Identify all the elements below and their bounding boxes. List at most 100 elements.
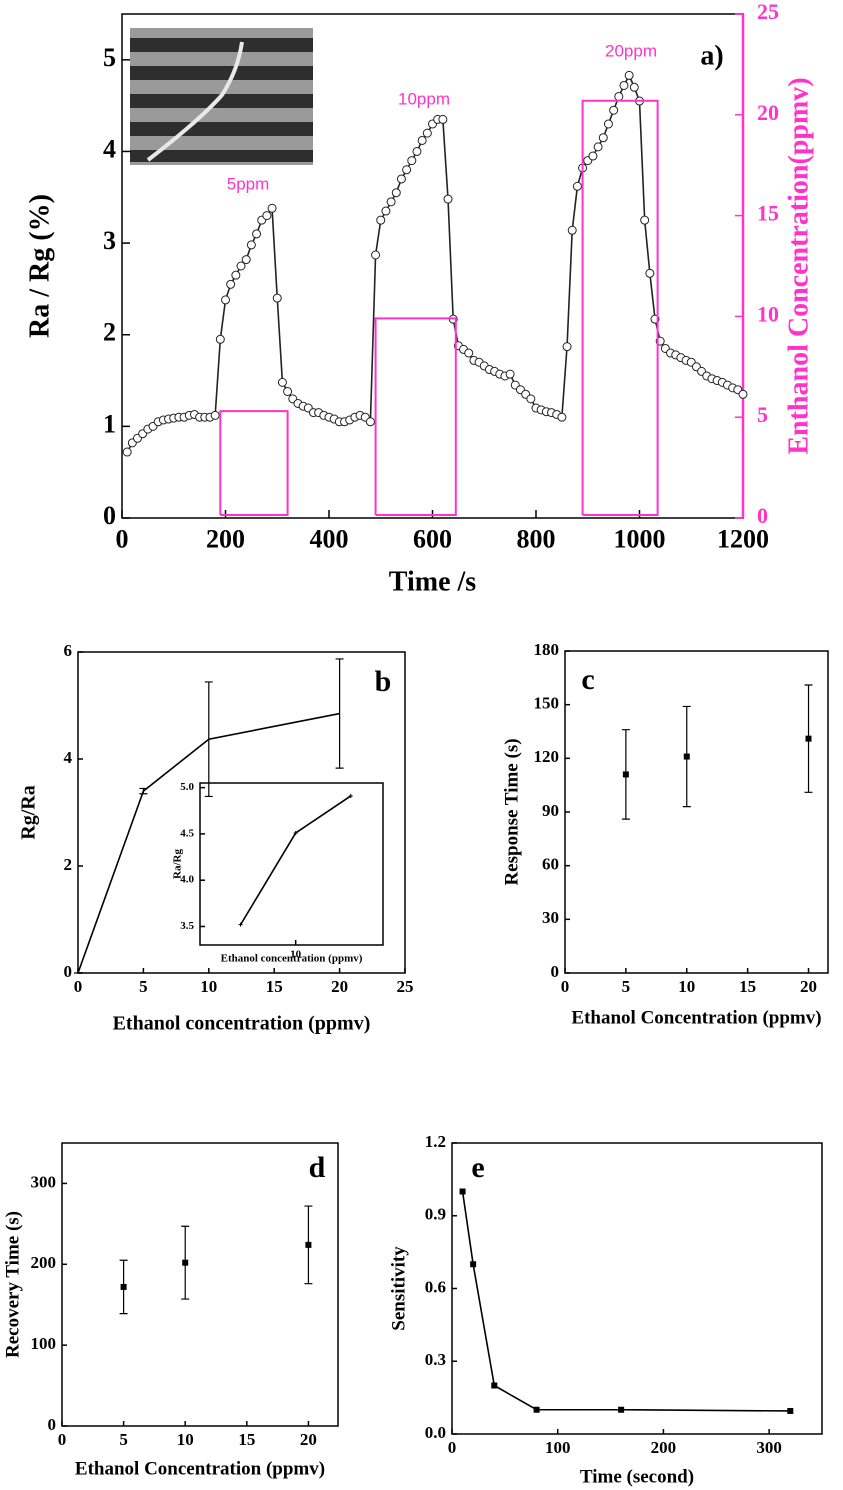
marker	[438, 114, 448, 124]
marker	[262, 211, 272, 221]
y-axis-label: Ra/Rg	[172, 849, 184, 879]
x-tick-label: 10	[200, 977, 217, 996]
y-tick-label: 200	[31, 1253, 57, 1272]
x-tick-label: 800	[517, 524, 556, 553]
marker	[272, 293, 282, 303]
error-bar	[335, 658, 344, 769]
marker	[443, 194, 453, 204]
marker	[459, 1188, 466, 1195]
marker	[805, 735, 812, 742]
marker	[182, 1259, 189, 1266]
series-line	[219, 99, 659, 516]
x-tick-label: 10	[290, 948, 302, 960]
annotation: 20ppm	[605, 41, 657, 60]
y2-axis-label: Enthanol Concentration(ppmv)	[783, 77, 814, 454]
marker	[629, 82, 639, 92]
marker	[221, 295, 230, 305]
plot-frame	[61, 1142, 339, 1427]
y-tick-label: 2	[103, 318, 116, 347]
marker	[381, 206, 391, 216]
y2-tick-label: 5	[757, 402, 768, 427]
x-axis-label: Time (second)	[580, 1466, 694, 1487]
x-axis-label: Ethanol concentration (ppmv)	[113, 1013, 371, 1035]
x-tick-label: 20	[300, 1430, 317, 1449]
panel: 0 5 10 15 20 0 30 60 90 120 150 180 Ethanol Concentr…	[501, 640, 829, 1028]
y-tick-label: 5.0	[180, 781, 194, 793]
marker	[567, 225, 577, 235]
y-tick-label: 6	[64, 641, 73, 660]
y-tick-label: 120	[534, 747, 560, 766]
marker	[371, 250, 381, 260]
y-tick-label: 4	[64, 748, 73, 767]
y-tick-label: 300	[31, 1172, 57, 1191]
x-tick-label: 25	[397, 977, 414, 996]
y-tick-label: 0	[64, 962, 73, 981]
x-tick-label: 0	[561, 977, 570, 996]
marker	[417, 135, 427, 145]
x-axis-label: Ethanol Concentration (ppmv)	[75, 1458, 325, 1479]
x-tick-label: 300	[756, 1438, 782, 1457]
y-tick-label: 2	[64, 855, 73, 874]
y-tick-label: 30	[542, 908, 559, 927]
y-tick-label: 3.5	[180, 920, 194, 932]
x-tick-label: 0	[58, 1430, 67, 1449]
y-tick-label: 1	[103, 409, 116, 438]
inset-photo	[130, 28, 313, 165]
marker	[598, 133, 608, 143]
y-tick-label: 0	[551, 962, 560, 981]
panel: 0 100 200 300 0.0 0.3 0.6 0.9 1.2 Time (second) Se…	[388, 1132, 823, 1487]
y-tick-label: 4.5	[180, 827, 194, 839]
marker	[246, 240, 256, 250]
marker	[365, 417, 375, 427]
y-tick-label: 5	[103, 43, 116, 72]
marker	[407, 156, 417, 166]
marker	[557, 412, 567, 422]
marker	[238, 922, 243, 927]
x-tick-label: 200	[206, 524, 245, 553]
photo-stripe	[130, 150, 313, 162]
x-axis-label: Ethanol Concentration (ppmv)	[571, 1007, 821, 1028]
y-tick-label: 0	[103, 501, 116, 530]
x-tick-label: 20	[800, 977, 817, 996]
marker	[122, 447, 132, 457]
series-line	[77, 712, 340, 974]
x-tick-label: 1000	[614, 524, 666, 553]
photo-wire	[146, 41, 244, 162]
marker	[622, 771, 629, 778]
y-tick-label: 0.0	[425, 1423, 446, 1442]
panel: 10 3.5 4.0 4.5 5.0 Ethanol concentration (ppm…	[172, 781, 384, 965]
x-tick-label: 600	[413, 524, 452, 553]
y-axis-label: Recovery Time (s)	[2, 1211, 23, 1358]
marker	[120, 1283, 127, 1290]
x-tick-label: 15	[739, 977, 756, 996]
marker	[787, 1407, 794, 1414]
marker	[210, 410, 220, 420]
x-tick-label: 10	[678, 977, 695, 996]
panel: 0 5 10 15 20 25 0 2 4 6 Ethanol concentration (ppm…	[18, 641, 414, 1035]
y-tick-label: 1.2	[425, 1132, 446, 1151]
y2-tick-label: 20	[757, 100, 779, 125]
marker	[412, 146, 422, 156]
panel-label: a)	[700, 40, 723, 71]
error-bar	[139, 787, 148, 795]
y-tick-label: 0.9	[425, 1205, 446, 1224]
marker	[226, 279, 236, 289]
marker	[386, 197, 396, 207]
y-tick-label: 150	[534, 694, 560, 713]
marker	[267, 203, 277, 213]
marker	[588, 151, 598, 161]
x-tick-label: 15	[238, 1430, 255, 1449]
y-tick-label: 3	[103, 226, 116, 255]
marker	[624, 70, 634, 80]
marker	[738, 389, 748, 399]
photo-stripe	[130, 122, 313, 136]
panel-label: c	[581, 663, 594, 696]
annotation: 10ppm	[398, 89, 450, 108]
photo-stripe	[130, 94, 313, 108]
marker	[593, 142, 603, 152]
x-tick-label: 0	[448, 1438, 457, 1457]
marker	[614, 91, 624, 101]
marker	[491, 1382, 498, 1389]
